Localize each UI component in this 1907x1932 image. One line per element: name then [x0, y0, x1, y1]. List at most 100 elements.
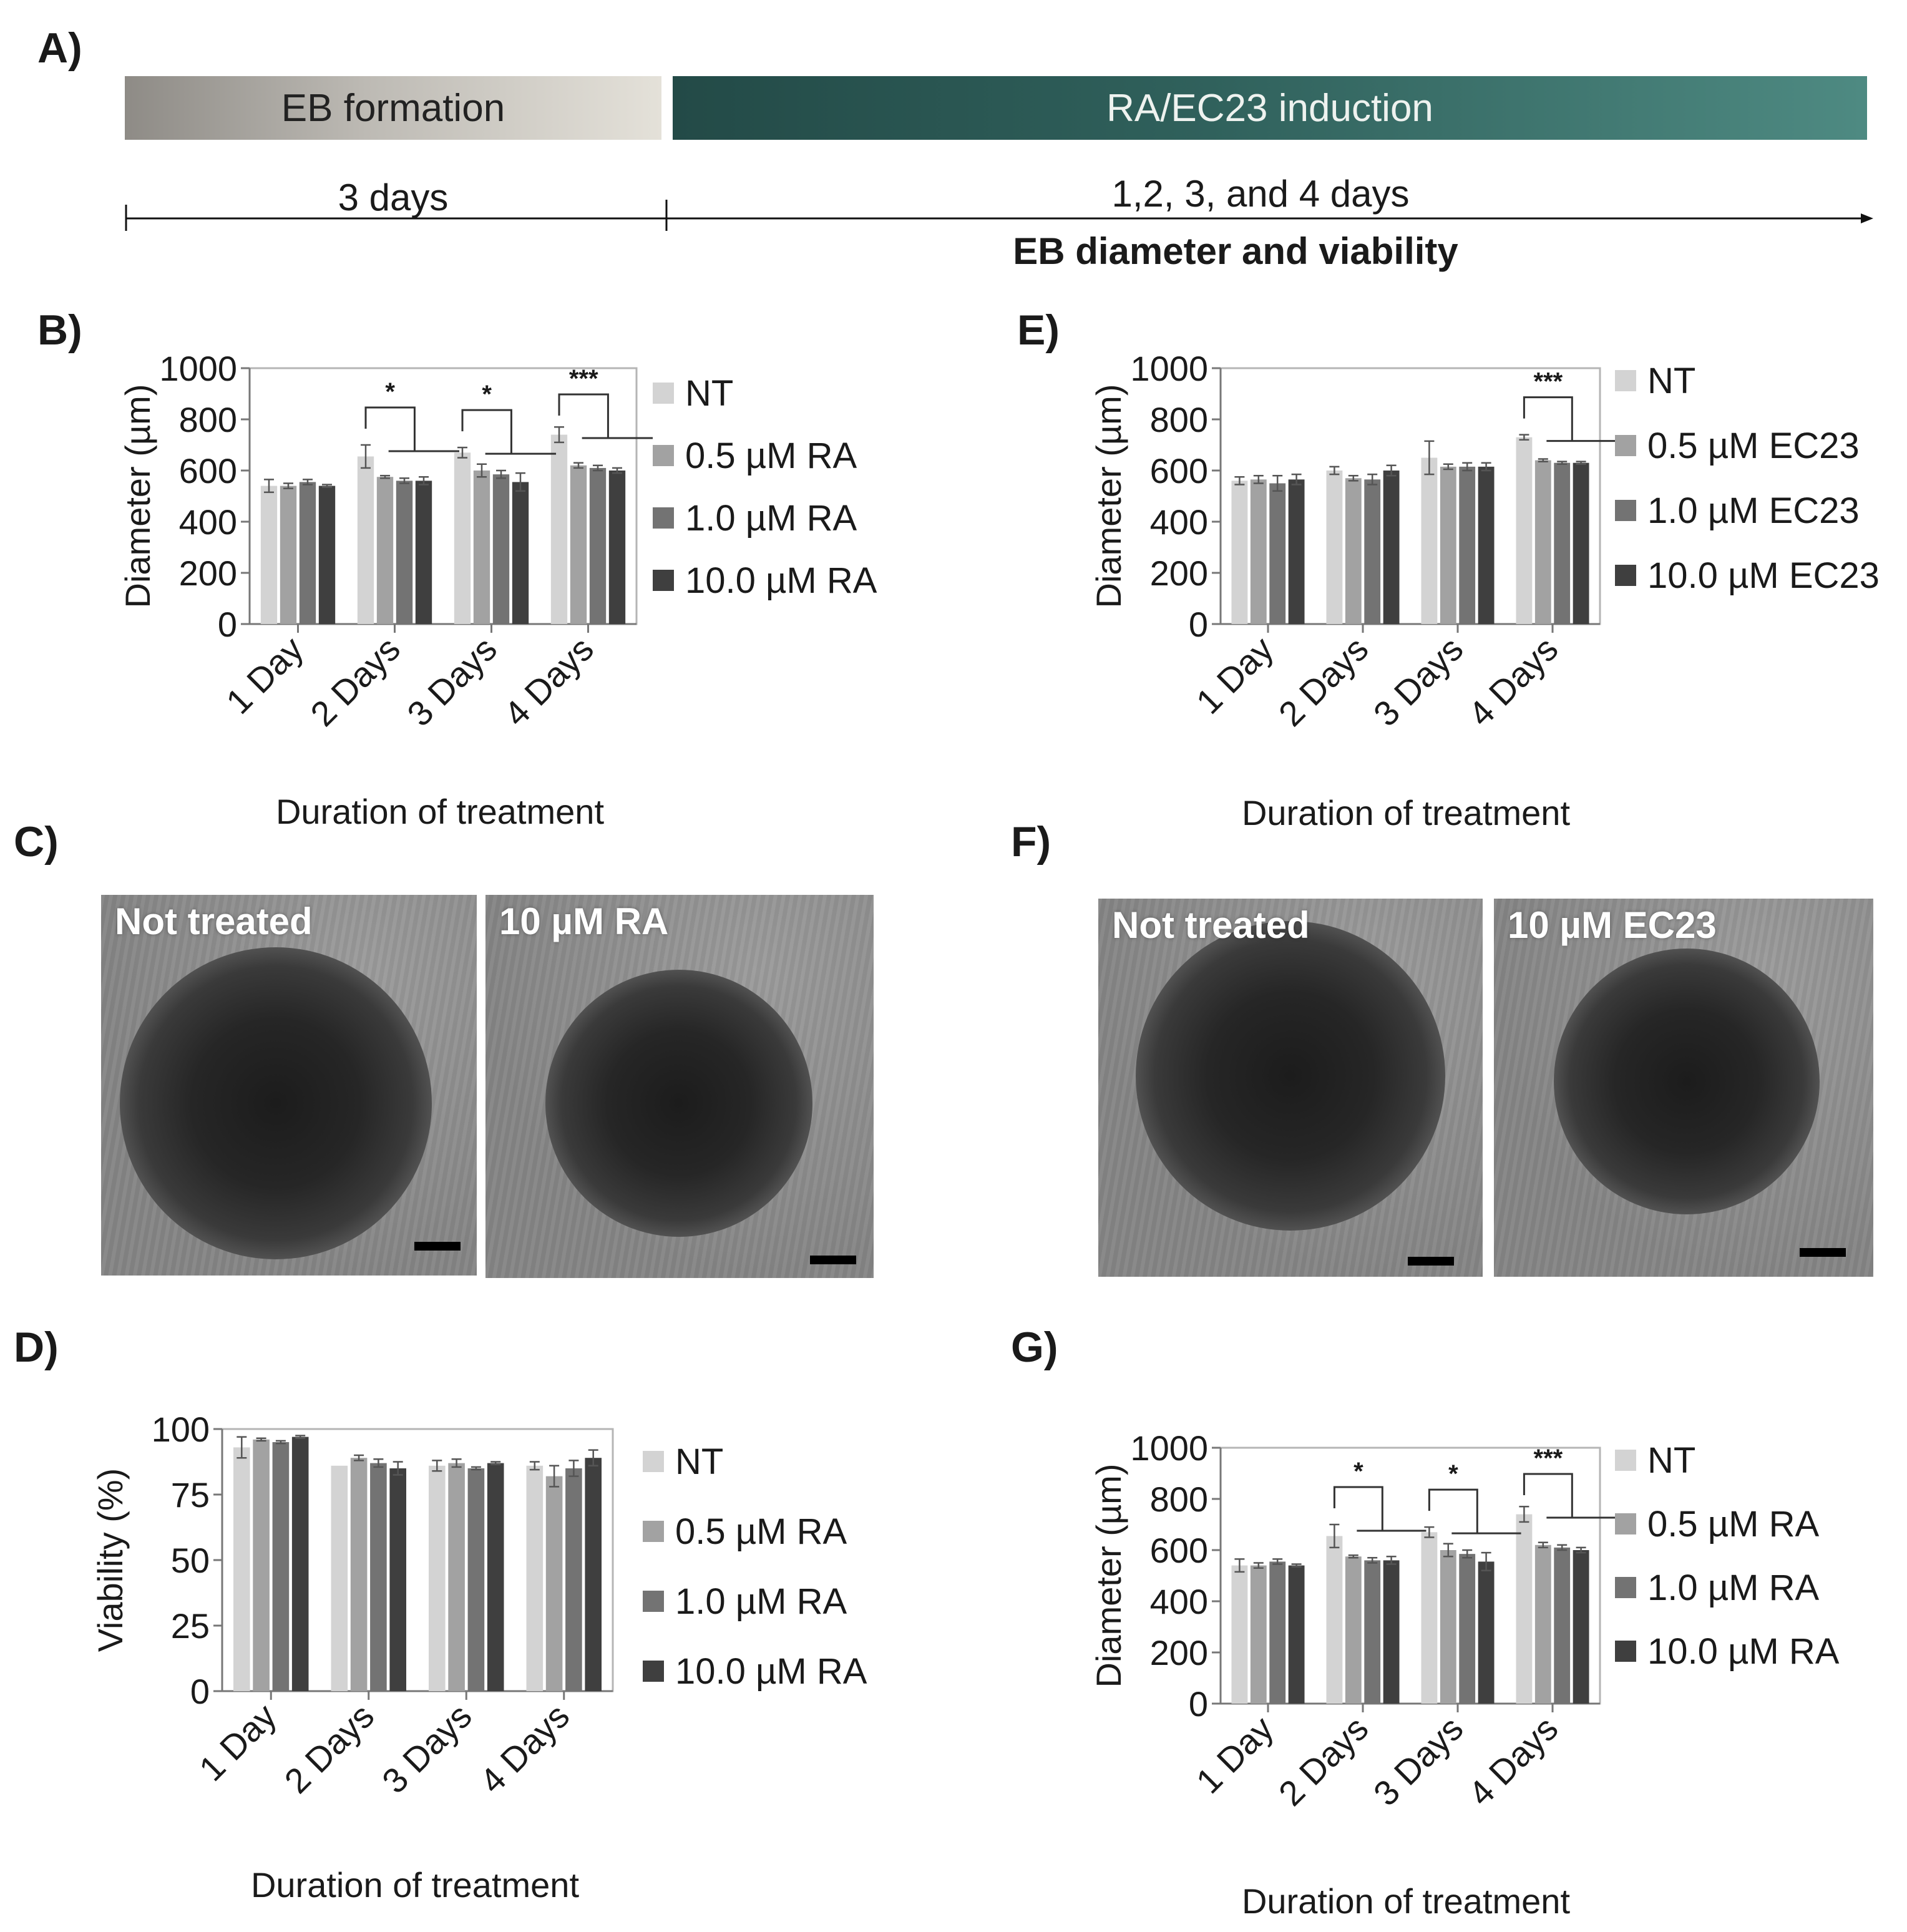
- legend-swatch: [1615, 370, 1636, 391]
- x-tick-label: 4 Days: [1461, 1709, 1566, 1813]
- y-tick-label: 600: [1150, 1531, 1208, 1570]
- y-tick-label: 25: [171, 1606, 210, 1646]
- legend-swatch: [1615, 565, 1636, 586]
- bar: [1534, 460, 1551, 624]
- bar: [280, 485, 297, 624]
- legend-swatch: [1615, 1513, 1636, 1534]
- eb-formation-bar: EB formation: [125, 76, 661, 140]
- induction-bar: RA/EC23 induction: [673, 76, 1867, 140]
- bar: [1573, 462, 1589, 624]
- bar: [253, 1439, 270, 1691]
- micrograph-caption: 10 µM RA: [499, 900, 669, 942]
- bar: [1345, 1556, 1362, 1704]
- bar: [1534, 1544, 1551, 1704]
- x-axis-label: Duration of treatment: [1242, 1881, 1570, 1921]
- y-tick-label: 600: [1150, 451, 1208, 490]
- micrograph-f-not-treated: Not treated: [1098, 899, 1483, 1277]
- y-tick-label: 0: [1189, 1684, 1208, 1724]
- significance-bracket: [1523, 1473, 1573, 1518]
- bar: [1478, 466, 1495, 624]
- y-tick-label: 100: [152, 1410, 210, 1449]
- bar: [1364, 1560, 1381, 1704]
- significance-label: *: [1353, 1458, 1363, 1485]
- legend-swatch: [1615, 1450, 1636, 1471]
- micrograph-f-ec23: 10 µM EC23: [1494, 899, 1873, 1277]
- bar: [526, 1465, 544, 1691]
- bar: [1516, 1514, 1533, 1704]
- bar: [233, 1447, 250, 1691]
- significance-label: ***: [1534, 1445, 1563, 1472]
- y-tick-label: 400: [179, 502, 237, 542]
- bar: [1459, 466, 1476, 624]
- bar: [448, 1463, 465, 1691]
- scale-bar: [414, 1242, 461, 1251]
- bar: [492, 474, 510, 624]
- bar: [428, 1465, 446, 1691]
- y-tick-label: 600: [179, 451, 237, 490]
- legend-label: NT: [675, 1442, 723, 1482]
- y-tick-label: 200: [1150, 554, 1208, 593]
- bar: [1364, 479, 1381, 624]
- bar: [1554, 1547, 1571, 1704]
- x-tick-label: 2 Days: [1271, 1709, 1376, 1813]
- y-tick-label: 800: [1150, 1480, 1208, 1519]
- y-tick-label: 800: [1150, 400, 1208, 439]
- bar: [1250, 1565, 1267, 1704]
- legend-swatch: [1615, 435, 1636, 456]
- legend-swatch: [653, 383, 674, 404]
- y-tick-label: 800: [179, 400, 237, 439]
- bar: [467, 1468, 485, 1691]
- duration-induction: 1,2, 3, and 4 days: [1111, 173, 1410, 215]
- panel-label-a: A): [37, 24, 82, 72]
- x-axis-label: Duration of treatment: [251, 1865, 579, 1905]
- timeline-axis: [125, 200, 1873, 231]
- y-tick-label: 200: [179, 554, 237, 593]
- bar: [589, 467, 607, 624]
- bar: [396, 481, 413, 624]
- panel-label-d: D): [14, 1324, 59, 1371]
- bar: [350, 1458, 368, 1691]
- legend-label: 0.5 µM RA: [675, 1511, 847, 1552]
- bar: [1345, 478, 1362, 624]
- legend-label: 1.0 µM RA: [1647, 1568, 1819, 1608]
- bar: [331, 1465, 348, 1691]
- legend-swatch: [643, 1661, 664, 1682]
- bar: [1383, 1560, 1400, 1704]
- bar: [1231, 1565, 1248, 1704]
- bar: [1269, 1561, 1286, 1704]
- y-tick-label: 0: [218, 605, 237, 644]
- bar: [415, 481, 432, 624]
- bar: [1288, 479, 1305, 624]
- y-tick-label: 1000: [1130, 349, 1208, 388]
- legend-swatch: [653, 570, 674, 591]
- legend-swatch: [653, 507, 674, 529]
- legend-label: 0.5 µM RA: [1647, 1504, 1819, 1544]
- legend-label: 10.0 µM RA: [1647, 1631, 1840, 1672]
- significance-bracket: [1428, 1488, 1478, 1534]
- bar: [1573, 1550, 1589, 1704]
- bar: [1326, 1536, 1343, 1704]
- bar: [487, 1463, 504, 1691]
- bar: [376, 477, 394, 624]
- scale-bar: [1408, 1257, 1454, 1266]
- x-tick-label: 2 Days: [1271, 629, 1376, 734]
- legend-label: 1.0 µM RA: [675, 1581, 847, 1622]
- bar: [565, 1468, 582, 1691]
- micrograph-caption: 10 µM EC23: [1508, 904, 1717, 946]
- x-tick-label: 3 Days: [374, 1696, 479, 1801]
- y-tick-label: 1000: [1130, 1428, 1208, 1468]
- legend-swatch: [1615, 500, 1636, 521]
- y-axis-label: Diameter (µm): [118, 384, 157, 608]
- bar: [1383, 471, 1400, 624]
- panel-label-f: F): [1011, 818, 1051, 866]
- bar: [1459, 1554, 1476, 1704]
- bar: [1440, 466, 1456, 624]
- legend-swatch: [643, 1591, 664, 1612]
- bar: [585, 1458, 602, 1691]
- bar: [1326, 471, 1343, 624]
- legend-swatch: [1615, 1577, 1636, 1598]
- bar: [318, 485, 336, 624]
- scale-bar: [810, 1256, 856, 1264]
